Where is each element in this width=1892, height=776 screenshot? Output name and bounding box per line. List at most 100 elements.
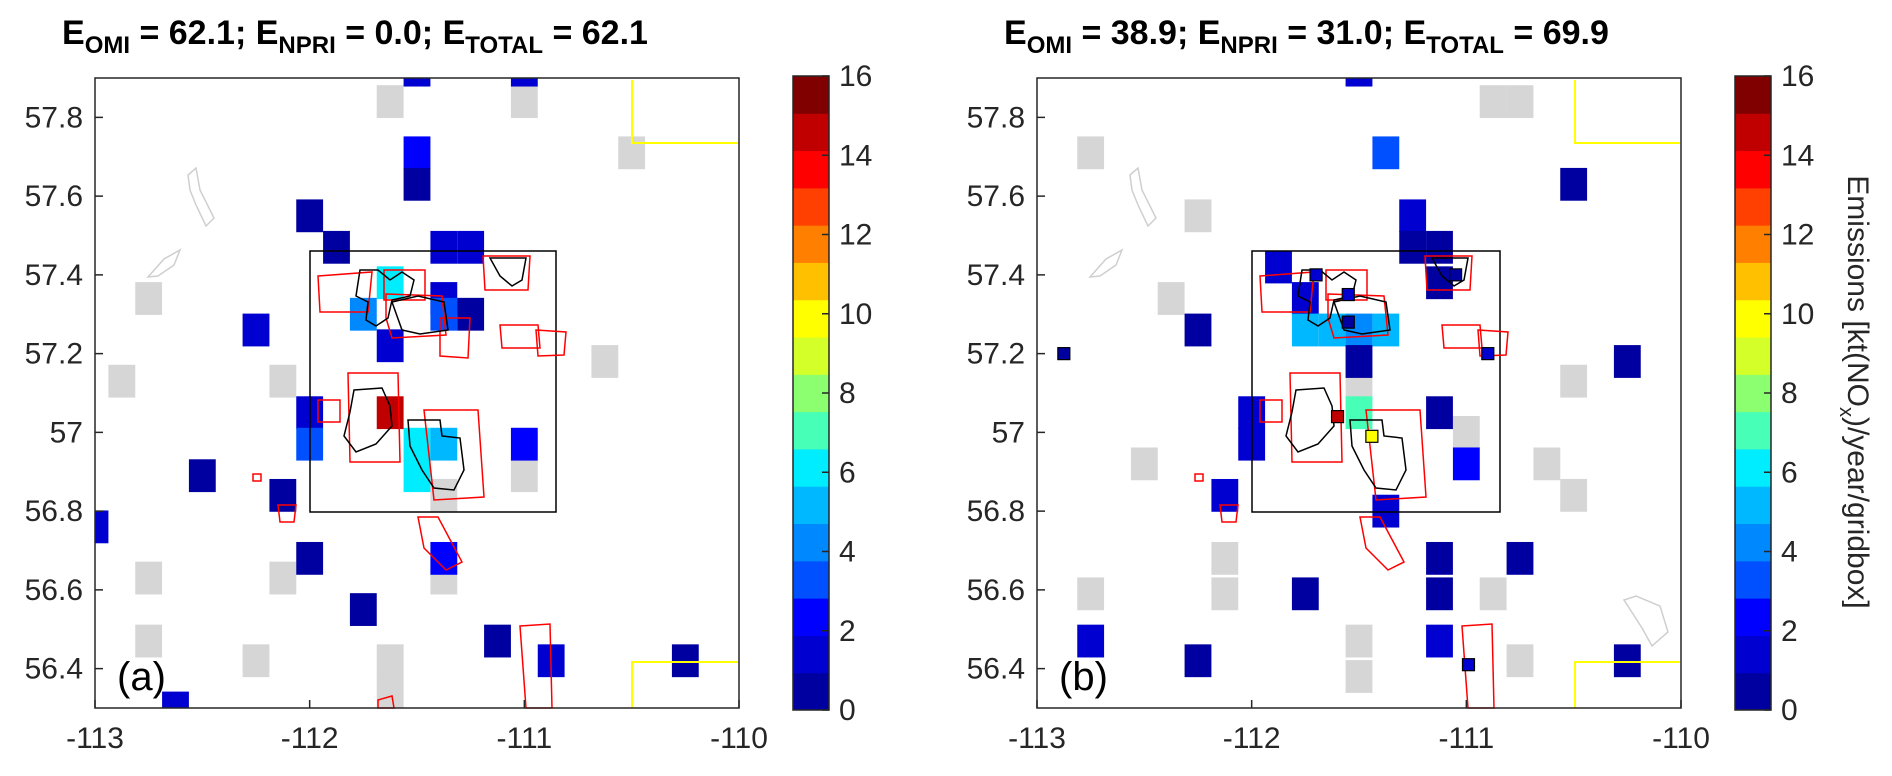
colorbar-a: 0 2 4 6 8 10 12 14 16: [792, 60, 872, 727]
colorbar-swatch: [1735, 113, 1771, 152]
lake-outline-b3: [1622, 595, 1669, 648]
gray-cell: [108, 364, 136, 398]
gray-cell: [1184, 199, 1212, 233]
colorbar-swatch: [1735, 635, 1771, 674]
lease-outline-b11: [1194, 473, 1204, 482]
gray-cell: [135, 561, 163, 595]
heatmap-cell: [430, 230, 458, 264]
colorbar-swatch: [1735, 523, 1771, 562]
heatmap-cell: [1560, 167, 1588, 201]
x-tick-label: -112: [1223, 722, 1281, 755]
mine-outline-a5: [407, 419, 465, 491]
heatmap-cell: [1211, 478, 1239, 512]
heatmap-cell: [1426, 577, 1453, 611]
gray-cell: [1479, 85, 1507, 119]
point-source-marker: [1341, 287, 1355, 302]
gray-cell: [242, 644, 270, 678]
heatmap-cell: [403, 167, 431, 201]
heatmap-cell: [1426, 624, 1453, 658]
colorbar-swatch: [1735, 225, 1771, 263]
colorbar-swatch: [793, 337, 829, 375]
colorbar-tick-label: 14: [1781, 139, 1814, 172]
colorbar-swatch: [793, 598, 829, 636]
colorbar-b: 0 2 4 6 8 10 12 14 16: [1734, 60, 1814, 727]
lease-outline-b10: [1219, 504, 1239, 523]
lake-outline-a2: [146, 248, 182, 278]
x-tick-label: -113: [66, 722, 124, 755]
gray-cell: [1560, 364, 1588, 398]
lease-outline-b5: [1441, 324, 1483, 349]
colorbar-swatch: [1735, 598, 1771, 636]
gray-cell: [1130, 447, 1158, 481]
heatmap-cell: [242, 313, 270, 347]
x-axis-a: -113 -112 -111 -110: [66, 700, 768, 755]
title-a: EOMI = 62.1; ENPRI = 0.0; ETOTAL = 62.1: [62, 14, 648, 59]
colorbar-tick-label: 8: [839, 377, 856, 410]
heatmap-cell: [1506, 541, 1534, 575]
colorbar-swatch: [1735, 76, 1771, 114]
plot-frame-b: [1036, 77, 1682, 709]
colorbar-tick-label: 6: [1781, 456, 1798, 489]
lease-outline-a6: [499, 324, 541, 349]
heatmap-cell: [1399, 199, 1427, 233]
colorbar-swatch: [793, 225, 829, 263]
heatmap-cell: [349, 297, 377, 331]
gray-cell: [510, 459, 538, 493]
lease-outline-b2: [1325, 269, 1368, 301]
y-tick-label: 57.4: [967, 259, 1025, 292]
lease-outline-a3: [385, 293, 447, 339]
y-tick-label: 56.6: [967, 574, 1025, 607]
colorbar-swatch: [1735, 486, 1771, 525]
gray-cell: [1479, 577, 1507, 611]
y-tick-label: 57: [50, 416, 83, 449]
colorbar-tick-label: 4: [1781, 536, 1798, 569]
heatmap-cell: [95, 510, 109, 544]
point-sources-b: [1057, 268, 1495, 672]
lease-outline-a9: [423, 409, 485, 501]
colorbar-swatch: [793, 113, 829, 152]
mine-outline-a1: [355, 269, 415, 327]
heatmap-cell: [457, 297, 485, 331]
lease-outline-a12: [252, 473, 262, 482]
heatmap-cell: [1345, 345, 1373, 378]
domain-box-b: [1251, 250, 1501, 513]
lease-outline-b8: [1365, 409, 1427, 501]
colorbar-swatch: [1735, 187, 1771, 226]
gray-cell: [269, 364, 297, 398]
point-source-marker: [1448, 268, 1463, 282]
colorbar-swatch: [793, 411, 829, 450]
colorbar-tick-label: 0: [839, 694, 856, 727]
gray-cell: [510, 85, 538, 119]
colorbar-swatch: [793, 76, 829, 114]
colorbar-tick-label: 4: [839, 536, 856, 569]
gray-cell: [1506, 85, 1534, 119]
heatmap-cell: [1426, 541, 1453, 575]
mine-outline-b4: [1285, 387, 1335, 453]
colorbar-swatch: [1735, 262, 1771, 301]
y-axis-a: 56.4 56.6 56.8 57 57.2 57.4 57.6 57.8: [25, 101, 103, 686]
lease-outline-b6: [1477, 329, 1509, 357]
mine-outline-a4: [343, 387, 393, 453]
heatmap-cell: [323, 230, 350, 264]
mine-outline-b2: [1333, 295, 1391, 335]
gray-cell: [269, 561, 297, 595]
colorbar-tick-label: 6: [839, 456, 856, 489]
colorbar-swatch: [793, 150, 829, 189]
heatmap-cell: [1077, 624, 1105, 658]
colorbar-tick-label: 14: [839, 139, 872, 172]
y-tick-label: 56.8: [967, 495, 1025, 528]
colorbar-swatch: [1735, 411, 1771, 450]
lease-outline-a10: [317, 399, 341, 423]
point-source-marker: [1481, 347, 1495, 361]
lease-outline-a11: [277, 504, 297, 523]
x-tick-label: -111: [497, 722, 553, 755]
colorbar-swatch: [1735, 448, 1771, 487]
colorbar-tick-label: 16: [1781, 60, 1814, 93]
domain-box-a: [309, 250, 557, 513]
heatmap-cells-a: [95, 78, 699, 708]
boundary-line-a2: [631, 661, 738, 708]
heatmap-cell: [1265, 250, 1292, 284]
heatmap-cell: [188, 459, 216, 493]
lease-outline-b1: [1259, 271, 1315, 313]
